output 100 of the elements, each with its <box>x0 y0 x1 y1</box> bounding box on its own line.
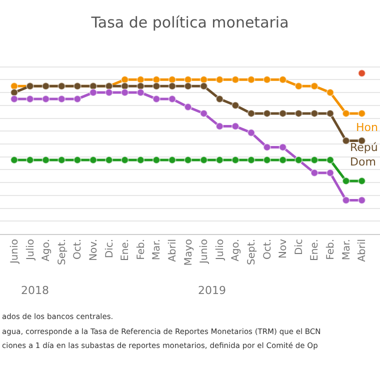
point <box>326 109 334 118</box>
point <box>184 76 192 84</box>
point <box>263 156 272 164</box>
point <box>231 76 240 84</box>
point <box>358 176 366 185</box>
point <box>342 196 350 204</box>
point <box>136 82 145 90</box>
chart-title: Tasa de política monetaria <box>90 14 289 32</box>
point <box>200 109 208 118</box>
x-tick-label: Sept. <box>56 239 68 265</box>
point <box>310 156 318 164</box>
series-label: Repú Dom <box>350 141 378 168</box>
x-tick-label: Dic <box>294 239 305 255</box>
point <box>294 82 303 90</box>
point <box>42 94 50 103</box>
point <box>247 76 256 84</box>
point <box>26 94 34 103</box>
x-tick-label: Julio <box>214 239 226 261</box>
point <box>263 76 272 84</box>
point <box>231 156 240 164</box>
point <box>231 122 240 130</box>
x-tick-label: Ago. <box>41 239 52 262</box>
point <box>326 168 334 177</box>
point <box>200 76 208 84</box>
point <box>310 82 318 90</box>
point <box>326 88 334 97</box>
x-tick-label: Dic. <box>104 239 116 258</box>
point <box>358 69 366 78</box>
point <box>168 94 176 103</box>
point <box>216 156 224 164</box>
point <box>73 94 82 103</box>
x-tick-label: Oct. <box>72 239 84 260</box>
point <box>278 156 287 164</box>
point <box>10 156 18 164</box>
text: 2018 <box>21 284 49 297</box>
x-tick-label: Mar. <box>341 239 352 260</box>
point <box>310 168 318 177</box>
point <box>184 156 192 164</box>
point <box>184 82 192 90</box>
point <box>231 101 240 110</box>
point <box>89 88 98 97</box>
x-tick-label: Julio <box>25 239 36 261</box>
point <box>278 76 287 84</box>
point <box>152 76 160 84</box>
point <box>58 156 66 164</box>
x-tick-label: Abril <box>357 239 368 262</box>
point <box>26 156 34 164</box>
point <box>42 156 50 164</box>
point <box>216 94 224 103</box>
x-tick-label: Feb. <box>325 239 336 260</box>
point <box>358 109 366 118</box>
point <box>342 109 350 118</box>
point <box>342 136 350 145</box>
point <box>105 88 114 97</box>
x-tick-label: Junio <box>9 239 20 265</box>
point <box>310 109 318 118</box>
point <box>216 122 224 130</box>
x-tick-label: Oct. <box>262 239 274 260</box>
x-tick-label: Sept. <box>246 239 258 265</box>
text: 2019 <box>198 284 226 297</box>
point <box>216 76 224 84</box>
point <box>200 156 208 164</box>
x-tick-label: Ene. <box>120 239 132 261</box>
x-tick-label: Abril <box>167 239 178 262</box>
point <box>73 156 82 164</box>
series-label: Hon <box>356 121 378 134</box>
point <box>120 88 129 97</box>
point <box>152 82 160 90</box>
x-tick-label: Junio <box>199 239 210 265</box>
point <box>278 143 287 152</box>
x-tick-label: Feb. <box>136 239 147 260</box>
point <box>278 109 287 118</box>
point <box>58 94 66 103</box>
point <box>10 94 18 103</box>
point <box>247 156 256 164</box>
point <box>136 156 145 164</box>
point <box>152 94 160 103</box>
point <box>136 76 145 84</box>
x-tick-label: Ene. <box>310 239 321 261</box>
point <box>263 143 272 152</box>
point <box>89 156 98 164</box>
point <box>136 88 145 97</box>
point <box>247 109 256 118</box>
point <box>342 176 350 185</box>
point <box>168 156 176 164</box>
x-tick-label: Mar. <box>152 239 163 260</box>
point <box>184 103 192 112</box>
x-tick-label: Mayo <box>183 239 194 266</box>
x-tick-label: Nov <box>278 238 290 259</box>
point <box>294 109 303 118</box>
point <box>105 156 114 164</box>
point <box>168 82 176 90</box>
point <box>200 82 208 90</box>
x-tick-label: Ago. <box>230 239 242 262</box>
point <box>326 156 334 164</box>
point <box>152 156 160 164</box>
point <box>247 128 256 137</box>
point <box>263 109 272 118</box>
point <box>120 156 129 164</box>
x-tick-label: Nov. <box>88 239 100 261</box>
